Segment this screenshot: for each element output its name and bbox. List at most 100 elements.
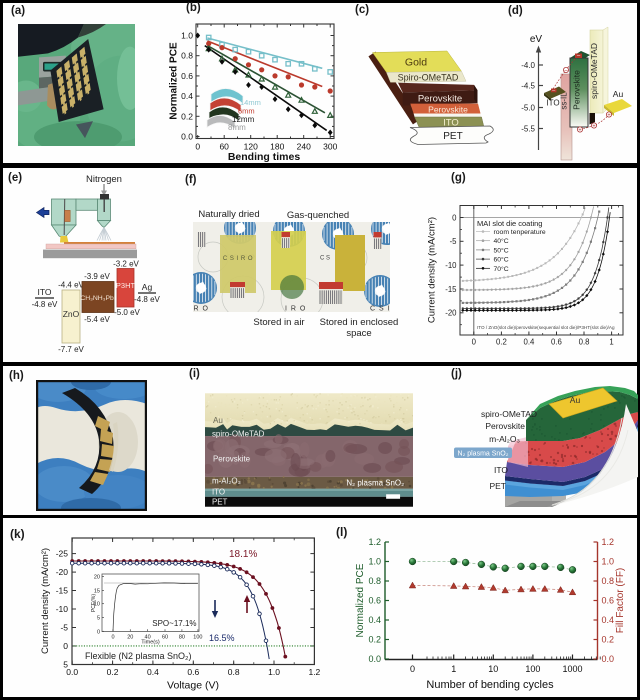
svg-text:R O: R O — [194, 306, 209, 313]
svg-text:CH₃NH₃PbI: CH₃NH₃PbI — [80, 295, 115, 302]
svg-text:0.6: 0.6 — [187, 667, 199, 677]
svg-text:-4.0: -4.0 — [521, 61, 535, 70]
svg-text:-5: -5 — [60, 623, 68, 633]
svg-text:-20: -20 — [445, 309, 457, 318]
svg-text:spiro-OMeTAD: spiro-OMeTAD — [481, 409, 537, 419]
svg-text:Normalized PCE: Normalized PCE — [169, 42, 180, 120]
svg-text:Number of bending cycles: Number of bending cycles — [426, 679, 554, 691]
svg-text:Au: Au — [570, 395, 581, 405]
svg-text:ITO: ITO — [37, 287, 51, 297]
svg-text:0.6: 0.6 — [551, 338, 562, 347]
svg-text:-15: -15 — [56, 586, 69, 596]
svg-text:-3.2 eV: -3.2 eV — [113, 260, 139, 269]
svg-text:5: 5 — [97, 616, 100, 622]
svg-text:80: 80 — [179, 635, 185, 641]
svg-text:1.0: 1.0 — [268, 667, 280, 677]
svg-text:Normalized PCE: Normalized PCE — [355, 563, 366, 637]
svg-text:Au: Au — [213, 416, 223, 425]
svg-text:MAI slot die coating: MAI slot die coating — [477, 219, 542, 228]
svg-text:Naturally dried: Naturally dried — [198, 209, 259, 220]
svg-text:-10: -10 — [445, 261, 457, 270]
svg-text:0.0: 0.0 — [602, 654, 615, 664]
svg-text:Time(s): Time(s) — [141, 640, 160, 646]
svg-text:N₂ plasma SnO₂: N₂ plasma SnO₂ — [346, 478, 404, 487]
svg-text:1.0: 1.0 — [181, 31, 193, 41]
svg-text:-4.5: -4.5 — [521, 82, 535, 91]
svg-text:Ag: Ag — [142, 282, 153, 292]
svg-text:60°C: 60°C — [494, 256, 509, 264]
svg-text:–: – — [577, 53, 581, 59]
svg-text:Current density (mA/cm²): Current density (mA/cm²) — [40, 548, 51, 654]
svg-text:C S I: C S I — [370, 306, 391, 313]
svg-text:+: + — [607, 113, 610, 119]
svg-text:ITO: ITO — [443, 117, 459, 128]
svg-text:20: 20 — [127, 635, 133, 641]
svg-text:Perovskite: Perovskite — [213, 454, 251, 463]
svg-text:ITO: ITO — [546, 99, 559, 108]
svg-text:Gas-quenched: Gas-quenched — [287, 210, 349, 221]
svg-text:Perovskite: Perovskite — [428, 104, 468, 114]
svg-text:-5.5: -5.5 — [521, 125, 535, 134]
svg-text:Stored in enclosed: Stored in enclosed — [320, 317, 399, 328]
svg-text:1.2: 1.2 — [602, 537, 615, 547]
svg-text:-25: -25 — [56, 549, 69, 559]
svg-text:room tenperature: room tenperature — [494, 229, 546, 236]
svg-text:-15: -15 — [445, 285, 457, 294]
svg-text:240: 240 — [297, 142, 311, 152]
svg-text:Stored in air: Stored in air — [253, 317, 304, 328]
svg-text:0.6: 0.6 — [368, 596, 381, 606]
svg-text:0.6: 0.6 — [602, 596, 615, 606]
svg-text:100: 100 — [193, 635, 202, 641]
svg-text:PET: PET — [489, 481, 506, 491]
svg-text:8mm: 8mm — [228, 123, 246, 132]
svg-text:spiro-OMeTAD: spiro-OMeTAD — [589, 43, 599, 99]
svg-text:-10: -10 — [56, 604, 69, 614]
svg-text:PET: PET — [212, 498, 228, 507]
svg-text:-3.9 eV: -3.9 eV — [84, 272, 110, 281]
svg-text:0.6: 0.6 — [181, 71, 193, 81]
svg-text:-5.0: -5.0 — [521, 104, 535, 113]
svg-text:Perovskite: Perovskite — [572, 70, 582, 110]
svg-text:0: 0 — [472, 338, 477, 347]
svg-text:18.1%: 18.1% — [229, 549, 257, 560]
svg-text:I R O: I R O — [285, 306, 306, 313]
svg-text:1.2: 1.2 — [308, 667, 320, 677]
svg-text:-4.4 eV: -4.4 eV — [58, 281, 84, 290]
svg-text:PCE(%): PCE(%) — [91, 594, 97, 612]
svg-text:+: + — [578, 128, 581, 134]
svg-text:eV: eV — [530, 34, 543, 45]
svg-text:0.8: 0.8 — [602, 576, 615, 586]
svg-text:-4.8 eV: -4.8 eV — [134, 295, 160, 304]
svg-text:-5.4 eV: -5.4 eV — [84, 315, 110, 324]
svg-text:Flexible (N2 plasma SnO₂): Flexible (N2 plasma SnO₂) — [85, 651, 192, 661]
svg-text:0: 0 — [63, 641, 68, 651]
svg-text:0.4: 0.4 — [523, 338, 535, 347]
svg-text:-20: -20 — [56, 567, 69, 577]
svg-text:1: 1 — [451, 664, 456, 674]
svg-text:0.0: 0.0 — [368, 654, 381, 664]
svg-text:40: 40 — [145, 635, 151, 641]
svg-text:6mm: 6mm — [238, 107, 255, 116]
svg-text:0.8: 0.8 — [368, 576, 381, 586]
svg-text:15: 15 — [94, 588, 100, 594]
svg-text:10: 10 — [488, 664, 498, 674]
svg-text:Current density (mA/cm²): Current density (mA/cm²) — [427, 217, 438, 323]
svg-text:100: 100 — [525, 664, 540, 674]
svg-text:1.0: 1.0 — [368, 557, 381, 567]
svg-text:+: + — [592, 124, 595, 130]
svg-text:0.4: 0.4 — [147, 667, 159, 677]
svg-text:12mm: 12mm — [232, 115, 255, 124]
svg-text:ITO: ITO — [494, 465, 508, 475]
svg-text:0.2: 0.2 — [496, 338, 507, 347]
svg-text:0.8: 0.8 — [579, 338, 590, 347]
svg-text:P3HT: P3HT — [116, 281, 136, 290]
svg-text:1000: 1000 — [562, 664, 582, 674]
svg-text:60: 60 — [219, 142, 229, 152]
svg-text:ITO / ZnO(slot die)/perovskite: ITO / ZnO(slot die)/perovskite(sequentia… — [477, 325, 615, 330]
svg-text:-4.8 eV: -4.8 eV — [32, 300, 58, 309]
svg-text:180: 180 — [270, 142, 284, 152]
svg-text:ITO: ITO — [212, 487, 225, 496]
svg-text:70°C: 70°C — [494, 265, 509, 273]
svg-text:C S: C S — [320, 256, 330, 262]
svg-text:ss-IL: ss-IL — [560, 92, 569, 110]
